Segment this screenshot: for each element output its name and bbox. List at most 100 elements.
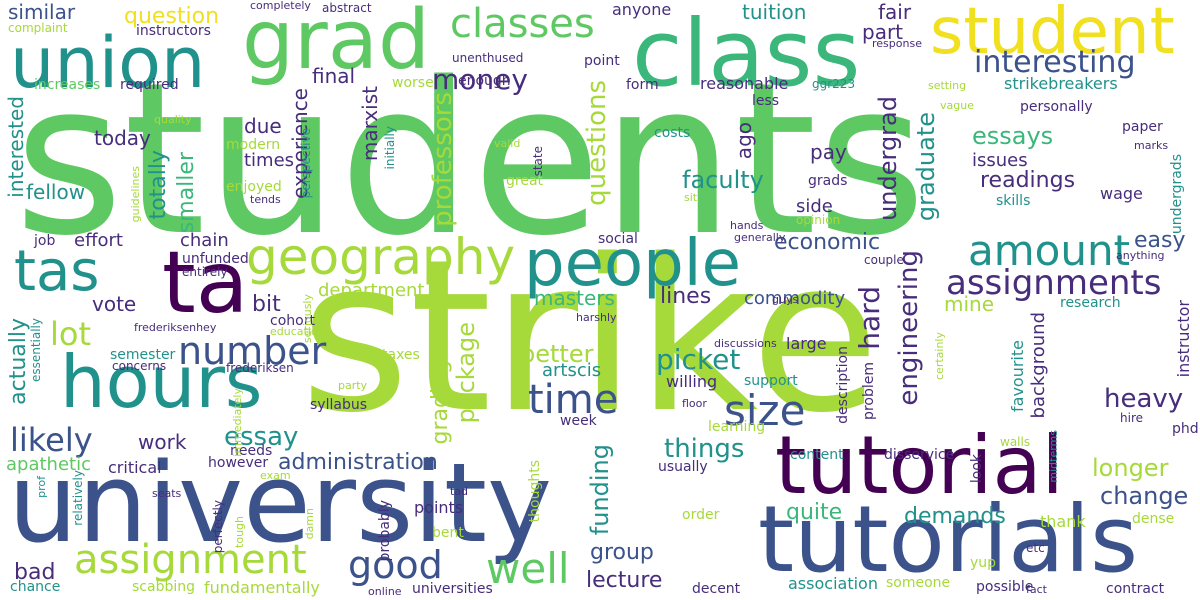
- word-fact: fact: [1026, 583, 1047, 596]
- word-floor: floor: [682, 397, 707, 410]
- word-points: points: [414, 498, 464, 517]
- word-undergrads: undergrads: [1169, 154, 1185, 235]
- word-paper: paper: [1122, 119, 1163, 135]
- word-times: times: [244, 150, 295, 171]
- word-job: job: [34, 233, 56, 249]
- word-bit: bit: [252, 292, 281, 317]
- word-sit: sit: [684, 191, 698, 204]
- word-masters: masters: [534, 286, 615, 310]
- word-people: people: [524, 227, 741, 301]
- word-instructors: instructors: [136, 23, 211, 39]
- word-etc: etc: [1026, 541, 1045, 555]
- word-background: background: [1028, 312, 1049, 419]
- word-smaller: smaller: [174, 152, 199, 234]
- word-group: group: [590, 540, 654, 565]
- word-essay: essay: [224, 422, 299, 452]
- word-week: week: [560, 413, 597, 429]
- word-unenthused: unenthused: [452, 51, 524, 65]
- word-side: side: [796, 196, 833, 217]
- word-package: package: [452, 322, 480, 424]
- word-hands: hands: [730, 219, 764, 232]
- word-syllabus: syllabus: [310, 397, 367, 413]
- word-relatively: relatively: [71, 470, 85, 526]
- word-union: union: [10, 22, 206, 104]
- word-grads: grads: [808, 173, 848, 189]
- word-fellow: fellow: [26, 180, 86, 204]
- word-willing: willing: [666, 372, 718, 391]
- word-pay: pay: [810, 140, 847, 164]
- word-department: department: [318, 280, 425, 301]
- word-artscis: artscis: [542, 360, 602, 381]
- word-faculty: faculty: [682, 166, 764, 194]
- word-opinion: opinion: [796, 213, 841, 227]
- word-chain: chain: [180, 230, 229, 251]
- word-anything: anything: [1116, 249, 1165, 262]
- word-yup: yup: [970, 555, 997, 571]
- word-similar: similar: [8, 0, 76, 24]
- word-initially: initially: [383, 126, 397, 170]
- word-ta: ta: [162, 233, 249, 333]
- word-time: time: [528, 377, 619, 423]
- word-thoughts: thoughts: [527, 460, 543, 523]
- word-today: today: [94, 126, 151, 150]
- word-engineering: engineering: [894, 250, 924, 406]
- word-party: party: [338, 379, 368, 392]
- word-tad: tad: [450, 485, 469, 498]
- word-number: number: [178, 329, 327, 373]
- word-damn: damn: [303, 508, 316, 540]
- word-classes: classes: [450, 1, 595, 47]
- word-grading: grading: [428, 360, 453, 445]
- word-fundamentally: fundamentally: [204, 578, 320, 597]
- word-grad: grad: [242, 0, 431, 88]
- word-totally: totally: [146, 150, 171, 220]
- word-decent: decent: [692, 581, 741, 597]
- word-tutorial: tutorial: [775, 419, 1064, 512]
- word-interested: interested: [4, 96, 28, 198]
- word-midterms: midterms: [1047, 430, 1060, 483]
- word-lecture: lecture: [586, 568, 663, 593]
- word-abstract: abstract: [322, 1, 372, 15]
- word-increases: increases: [34, 77, 101, 93]
- word-money: money: [432, 63, 528, 96]
- word-association: association: [788, 574, 878, 593]
- word-form: form: [626, 77, 659, 93]
- word-undergrad: undergrad: [874, 96, 902, 221]
- word-problem: problem: [861, 362, 877, 420]
- word-enough: enough: [458, 73, 511, 89]
- word-look: look: [969, 454, 985, 484]
- word-however: however: [208, 455, 269, 471]
- word-point: point: [584, 53, 620, 69]
- word-seriously: seriously: [301, 294, 314, 344]
- word-taxes: taxes: [382, 347, 420, 363]
- word-discussions: discussions: [714, 337, 777, 350]
- word-amount: amount: [968, 226, 1131, 275]
- word-apathetic: apathetic: [6, 454, 91, 475]
- word-things: things: [664, 434, 745, 464]
- word-universities: universities: [412, 581, 493, 597]
- word-needs: needs: [230, 443, 273, 459]
- word-worse: worse: [392, 75, 434, 91]
- word-well: well: [486, 544, 570, 593]
- word-strike: strike: [300, 214, 880, 459]
- word-semester: semester: [110, 347, 176, 363]
- word-possible: possible: [976, 579, 1034, 595]
- word-tough: tough: [233, 516, 246, 548]
- word-disservice: disservice: [884, 447, 955, 463]
- word-someone: someone: [886, 575, 951, 591]
- word-harshly: harshly: [576, 311, 617, 324]
- word-online: online: [368, 585, 402, 598]
- word-tuition: tuition: [742, 0, 807, 24]
- word-certainly: certainly: [933, 332, 946, 380]
- word-exam: exam: [260, 469, 291, 482]
- word-usually: usually: [658, 459, 708, 475]
- word-bad: bad: [14, 560, 56, 585]
- word-scabbing: scabbing: [132, 579, 195, 595]
- word-response: response: [872, 37, 922, 50]
- word-wage: wage: [1100, 184, 1143, 203]
- word-chance: chance: [10, 579, 61, 595]
- word-contract: contract: [1106, 581, 1165, 597]
- word-hard: hard: [853, 286, 886, 350]
- word-good: good: [348, 543, 443, 587]
- word-vote: vote: [92, 292, 137, 316]
